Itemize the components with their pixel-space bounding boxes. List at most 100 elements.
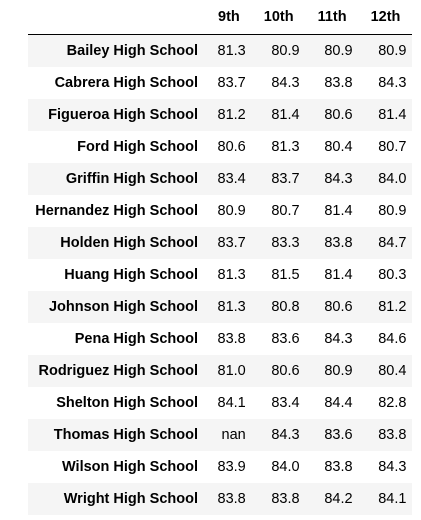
score-cell-9th: 80.9 <box>217 203 246 219</box>
school-name-cell: Johnson High School <box>48 299 198 315</box>
column-header-11th: 11th <box>305 0 359 35</box>
table-row: Wilson High School 83.9 84.0 83.8 84.3 <box>28 451 413 483</box>
table-row: Johnson High School 81.3 80.8 80.6 81.2 <box>28 291 413 323</box>
table-row: Holden High School 83.7 83.3 83.8 84.7 <box>28 227 413 259</box>
grade-score-table: 9th 10th 11th 12th Bailey High School 81.… <box>28 0 413 515</box>
score-cell-9th: 81.0 <box>217 363 246 379</box>
score-cell-12th: 80.9 <box>378 43 407 59</box>
school-name-cell: Rodriguez High School <box>38 363 199 379</box>
score-cell-12th: 84.0 <box>378 171 407 187</box>
score-cell-9th: 81.2 <box>217 107 246 123</box>
school-name-cell: Thomas High School <box>53 427 198 443</box>
score-cell-12th: 80.7 <box>378 139 407 155</box>
score-cell-9th: 83.9 <box>217 459 246 475</box>
score-cell-11th: 83.8 <box>324 235 353 251</box>
score-cell-12th: 83.8 <box>378 427 407 443</box>
school-name-cell: Pena High School <box>74 331 198 347</box>
score-cell-9th: 81.3 <box>217 299 246 315</box>
score-cell-12th: 84.3 <box>378 459 407 475</box>
school-name-cell: Bailey High School <box>66 43 198 59</box>
table-row: Ford High School 80.6 81.3 80.4 80.7 <box>28 131 413 163</box>
score-cell-9th: 83.8 <box>217 491 246 507</box>
score-cell-11th: 84.3 <box>324 171 353 187</box>
score-cell-12th: 80.4 <box>378 363 407 379</box>
score-cell-11th: 83.8 <box>324 459 353 475</box>
table-row: Thomas High School nan 84.3 83.6 83.8 <box>28 419 413 451</box>
table-row: Bailey High School 81.3 80.9 80.9 80.9 <box>28 34 413 67</box>
score-cell-11th: 80.6 <box>324 107 353 123</box>
score-cell-12th: 84.7 <box>378 235 407 251</box>
score-cell-10th: 80.6 <box>271 363 300 379</box>
score-cell-11th: 84.3 <box>324 331 353 347</box>
score-cell-11th: 84.2 <box>324 491 353 507</box>
table-row: Hernandez High School 80.9 80.7 81.4 80.9 <box>28 195 413 227</box>
score-cell-12th: 84.1 <box>378 491 407 507</box>
table-row: Figueroa High School 81.2 81.4 80.6 81.4 <box>28 99 413 131</box>
score-cell-10th: 83.7 <box>271 171 300 187</box>
school-name-cell: Griffin High School <box>65 171 198 187</box>
table-body: Bailey High School 81.3 80.9 80.9 80.9 Cabrer… <box>28 34 413 515</box>
score-cell-11th: 81.4 <box>324 267 353 283</box>
score-cell-9th: 81.3 <box>217 267 246 283</box>
score-cell-9th: 80.6 <box>217 139 246 155</box>
score-cell-12th: 84.6 <box>378 331 407 347</box>
score-cell-10th: 83.4 <box>271 395 300 411</box>
table-row: Wright High School 83.8 83.8 84.2 84.1 <box>28 483 413 515</box>
score-cell-11th: 80.9 <box>324 43 353 59</box>
index-header <box>28 0 206 35</box>
table-row: Cabrera High School 83.7 84.3 83.8 84.3 <box>28 67 413 99</box>
table-header: 9th 10th 11th 12th <box>28 0 413 35</box>
score-cell-10th: 81.3 <box>271 139 300 155</box>
score-cell-10th: 81.4 <box>271 107 300 123</box>
score-cell-12th: 82.8 <box>378 395 407 411</box>
score-cell-12th: 80.9 <box>378 203 407 219</box>
table-row: Pena High School 83.8 83.6 84.3 84.6 <box>28 323 413 355</box>
score-cell-11th: 83.8 <box>324 75 353 91</box>
score-cell-11th: 80.9 <box>324 363 353 379</box>
school-name-cell: Cabrera High School <box>54 75 198 91</box>
score-cell-11th: 80.6 <box>324 299 353 315</box>
school-name-cell: Shelton High School <box>56 395 198 411</box>
score-cell-9th: nan <box>221 427 246 443</box>
score-cell-9th: 81.3 <box>217 43 246 59</box>
column-header-12th: 12th <box>358 0 413 35</box>
score-cell-9th: 83.4 <box>217 171 246 187</box>
score-cell-11th: 83.6 <box>324 427 353 443</box>
school-name-cell: Hernandez High School <box>35 203 198 219</box>
table-row: Huang High School 81.3 81.5 81.4 80.3 <box>28 259 413 291</box>
score-cell-10th: 81.5 <box>271 267 300 283</box>
school-name-cell: Wright High School <box>63 491 198 507</box>
score-cell-9th: 83.7 <box>217 235 246 251</box>
column-header-10th: 10th <box>251 0 306 35</box>
score-cell-10th: 84.3 <box>271 75 300 91</box>
table-row: Griffin High School 83.4 83.7 84.3 84.0 <box>28 163 413 195</box>
column-header-9th: 9th <box>206 0 252 35</box>
score-cell-12th: 81.4 <box>378 107 407 123</box>
table-row: Shelton High School 84.1 83.4 84.4 82.8 <box>28 387 413 419</box>
score-cell-11th: 84.4 <box>324 395 353 411</box>
header-row: 9th 10th 11th 12th <box>28 0 413 35</box>
score-cell-10th: 83.3 <box>271 235 300 251</box>
score-cell-12th: 84.3 <box>378 75 407 91</box>
score-cell-11th: 80.4 <box>324 139 353 155</box>
school-name-cell: Figueroa High School <box>48 107 198 123</box>
score-cell-10th: 83.8 <box>271 491 300 507</box>
score-cell-10th: 83.6 <box>271 331 300 347</box>
school-name-cell: Huang High School <box>64 267 198 283</box>
score-cell-10th: 80.7 <box>271 203 300 219</box>
table-row: Rodriguez High School 81.0 80.6 80.9 80.4 <box>28 355 413 387</box>
school-name-cell: Holden High School <box>60 235 198 251</box>
score-cell-11th: 81.4 <box>324 203 353 219</box>
score-cell-9th: 83.7 <box>217 75 246 91</box>
score-cell-12th: 80.3 <box>378 267 407 283</box>
score-cell-10th: 80.8 <box>271 299 300 315</box>
score-cell-9th: 84.1 <box>217 395 246 411</box>
score-cell-12th: 81.2 <box>378 299 407 315</box>
score-cell-10th: 80.9 <box>271 43 300 59</box>
school-name-cell: Ford High School <box>77 139 198 155</box>
score-cell-10th: 84.0 <box>271 459 300 475</box>
score-cell-10th: 84.3 <box>271 427 300 443</box>
score-cell-9th: 83.8 <box>217 331 246 347</box>
school-name-cell: Wilson High School <box>61 459 198 475</box>
